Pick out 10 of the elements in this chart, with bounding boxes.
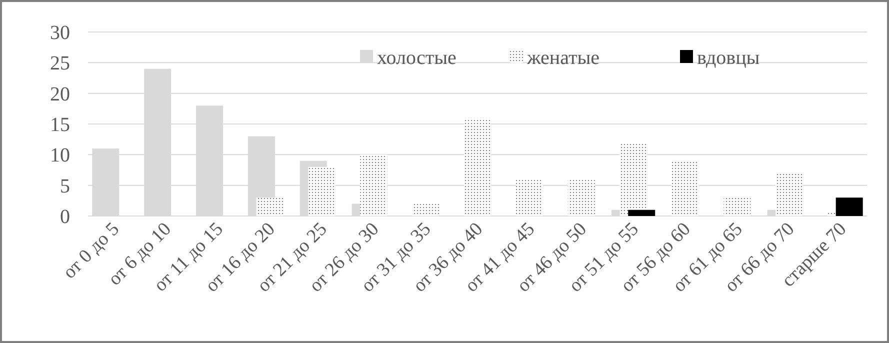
y-tick-label: 25 (50, 52, 70, 75)
legend-label: холостые (377, 47, 457, 69)
y-tick-label: 30 (50, 22, 70, 44)
legend-label: женатые (526, 47, 600, 69)
y-tick-label: 15 (50, 114, 70, 136)
legend-label: вдовцы (697, 47, 760, 69)
y-tick-label: 0 (60, 206, 70, 228)
y-tick-label: 20 (50, 83, 70, 106)
y-tick-label: 10 (50, 144, 70, 167)
y-tick-label: 5 (60, 175, 70, 198)
